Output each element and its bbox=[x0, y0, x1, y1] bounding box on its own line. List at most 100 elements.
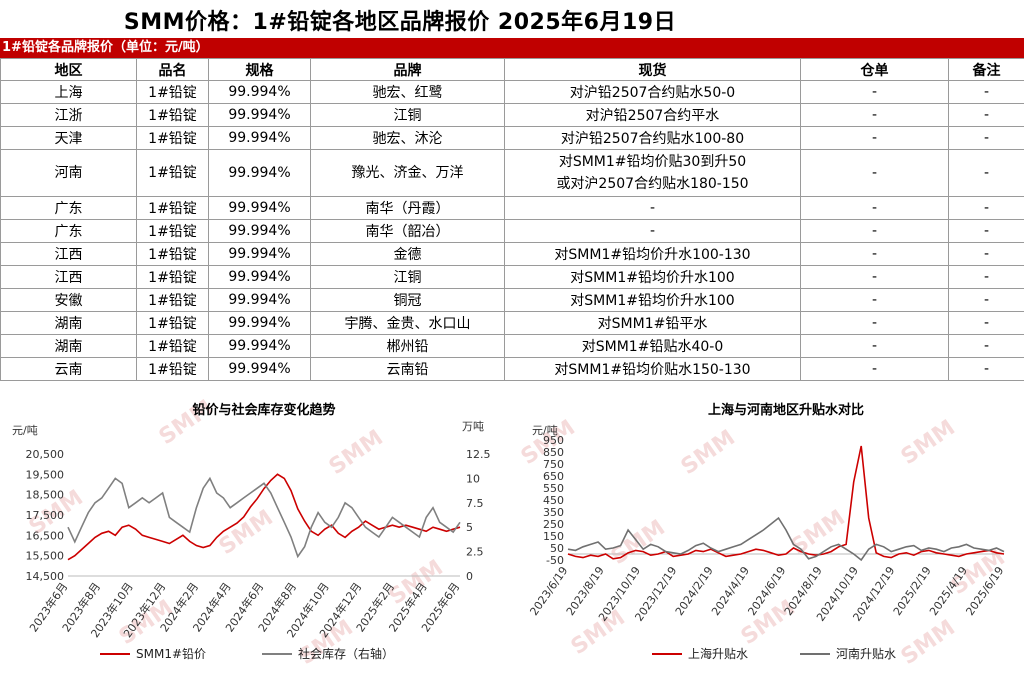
y-tick-label: 50 bbox=[550, 542, 564, 555]
cell-warrant: - bbox=[800, 288, 949, 312]
y-tick-label: 17,500 bbox=[26, 509, 65, 522]
cell-product: 1#铅锭 bbox=[136, 103, 209, 127]
cell-warrant: - bbox=[800, 196, 949, 220]
cell-warrant: - bbox=[800, 80, 949, 104]
header-brand: 品牌 bbox=[310, 58, 505, 81]
y-tick-label: 950 bbox=[543, 434, 564, 447]
cell-product: 1#铅锭 bbox=[136, 196, 209, 220]
cell-note: - bbox=[948, 334, 1024, 358]
cell-product: 1#铅锭 bbox=[136, 288, 209, 312]
cell-spec: 99.994% bbox=[208, 219, 311, 243]
cell-region: 天津 bbox=[0, 126, 137, 150]
cell-region: 广东 bbox=[0, 196, 137, 220]
cell-region: 云南 bbox=[0, 357, 137, 381]
table-header-row: 地区 品名 规格 品牌 现货 仓单 备注 bbox=[0, 58, 1024, 81]
y-tick-label: 550 bbox=[543, 482, 564, 495]
y-tick-label: 16,500 bbox=[26, 529, 65, 542]
y-tick-label: 20,500 bbox=[26, 448, 65, 461]
cell-brand: 南华（韶冶） bbox=[310, 219, 505, 243]
watermark: SMM bbox=[897, 415, 960, 470]
cell-brand: 云南铅 bbox=[310, 357, 505, 381]
table-row: 湖南 1#铅锭 99.994% 宇腾、金贵、水口山 对SMM1#铅平水 - - bbox=[0, 311, 1024, 335]
cell-brand: 宇腾、金贵、水口山 bbox=[310, 311, 505, 335]
cell-region: 江西 bbox=[0, 265, 137, 289]
cell-region: 江浙 bbox=[0, 103, 137, 127]
y-tick-label: 14,500 bbox=[26, 570, 65, 583]
table-row: 上海 1#铅锭 99.994% 驰宏、红鹭 对沪铅2507合约贴水50-0- - bbox=[0, 80, 1024, 104]
table-row: 江浙 1#铅锭 99.994% 江铜 对沪铅2507合约平水 - - bbox=[0, 103, 1024, 127]
cell-note: - bbox=[948, 80, 1024, 104]
cell-product: 1#铅锭 bbox=[136, 126, 209, 150]
price-table-section: 1#铅锭各品牌报价（单位：元/吨） 地区 品名 规格 品牌 现货 仓单 备注 上… bbox=[0, 38, 1024, 381]
cell-brand: 驰宏、沐沦 bbox=[310, 126, 505, 150]
cell-brand: 铜冠 bbox=[310, 288, 505, 312]
cell-note: - bbox=[948, 126, 1024, 150]
cell-product: 1#铅锭 bbox=[136, 357, 209, 381]
cell-spec: 99.994% bbox=[208, 357, 311, 381]
y2-tick-label: 5 bbox=[466, 521, 473, 534]
cell-product: 1#铅锭 bbox=[136, 334, 209, 358]
price-inventory-chart: SMM SMM SMM SMM SMM SMM SMM 铅价与社会库存变化趋势 元/吨 万吨 20,… bbox=[0, 388, 500, 672]
table-row: 江西 1#铅锭 99.994% 金德 对SMM1#铅均价升水100-130- - bbox=[0, 242, 1024, 266]
cell-warrant: - bbox=[800, 149, 949, 197]
series-line-1 bbox=[567, 445, 1005, 560]
cell-brand: 金德 bbox=[310, 242, 505, 266]
y-axis-label: 元/吨 bbox=[532, 424, 558, 437]
cell-warrant: - bbox=[800, 265, 949, 289]
y-tick-label: 15,500 bbox=[26, 550, 65, 563]
cell-spot: 对沪铅2507合约贴水50-0 bbox=[504, 80, 801, 104]
premium-comparison-chart: SMM SMM SMM SMM SMM SMM SMM SMM SMM 上海与河南地区升贴水对比元… bbox=[512, 388, 1024, 672]
cell-spot: 对SMM1#铅平水 bbox=[504, 311, 801, 335]
cell-spot: 对沪铅2507合约平水 bbox=[504, 103, 801, 127]
watermark: SMM bbox=[787, 505, 850, 560]
table-row: 河南 1#铅锭 99.994% 豫光、济金、万洋 对SMM1#铅均价贴30到升50 或对沪… bbox=[0, 149, 1024, 197]
y2-tick-label: 2.5 bbox=[466, 546, 484, 559]
y-tick-label: 850 bbox=[543, 446, 564, 459]
y2-tick-label: 10 bbox=[466, 472, 480, 485]
cell-product: 1#铅锭 bbox=[136, 80, 209, 104]
cell-region: 河南 bbox=[0, 149, 137, 197]
table-row: 广东 1#铅锭 99.994% 南华（韶冶） - - - bbox=[0, 219, 1024, 243]
series-line-1 bbox=[67, 473, 461, 561]
cell-spot: - bbox=[504, 219, 801, 243]
cell-region: 上海 bbox=[0, 80, 137, 104]
cell-brand: 驰宏、红鹭 bbox=[310, 80, 505, 104]
cell-spot: 对沪铅2507合约贴水100-80 bbox=[504, 126, 801, 150]
legend-label-1: SMM1#铅价 bbox=[136, 647, 206, 661]
cell-warrant: - bbox=[800, 103, 949, 127]
cell-spec: 99.994% bbox=[208, 80, 311, 104]
cell-spec: 99.994% bbox=[208, 334, 311, 358]
legend-label-1: 上海升贴水 bbox=[688, 646, 748, 661]
table-row: 江西 1#铅锭 99.994% 江铜 对SMM1#铅均价升水100- - bbox=[0, 265, 1024, 289]
cell-spec: 99.994% bbox=[208, 103, 311, 127]
cell-spec: 99.994% bbox=[208, 265, 311, 289]
cell-warrant: - bbox=[800, 334, 949, 358]
y-tick-label: -50 bbox=[546, 554, 564, 567]
cell-note: - bbox=[948, 311, 1024, 335]
table-row: 广东 1#铅锭 99.994% 南华（丹霞） - - - bbox=[0, 196, 1024, 220]
cell-region: 湖南 bbox=[0, 311, 137, 335]
watermark: SMM bbox=[897, 615, 960, 670]
y-axis-label: 元/吨 bbox=[12, 424, 38, 437]
cell-spec: 99.994% bbox=[208, 149, 311, 197]
cell-brand: 江铜 bbox=[310, 103, 505, 127]
table-row: 云南 1#铅锭 99.994% 云南铅 对SMM1#铅均价贴水150-130- - bbox=[0, 357, 1024, 381]
cell-brand: 豫光、济金、万洋 bbox=[310, 149, 505, 197]
header-spec: 规格 bbox=[208, 58, 311, 81]
y-tick-label: 750 bbox=[543, 458, 564, 471]
cell-note: - bbox=[948, 149, 1024, 197]
cell-warrant: - bbox=[800, 357, 949, 381]
cell-note: - bbox=[948, 357, 1024, 381]
y2-tick-label: 7.5 bbox=[466, 497, 484, 510]
cell-region: 广东 bbox=[0, 219, 137, 243]
cell-product: 1#铅锭 bbox=[136, 242, 209, 266]
y-tick-label: 19,500 bbox=[26, 468, 65, 481]
cell-region: 江西 bbox=[0, 242, 137, 266]
cell-spec: 99.994% bbox=[208, 196, 311, 220]
legend-label-2: 河南升贴水 bbox=[836, 646, 896, 661]
cell-spot: - bbox=[504, 196, 801, 220]
cell-spec: 99.994% bbox=[208, 242, 311, 266]
chart-title: 上海与河南地区升贴水对比 bbox=[708, 402, 864, 418]
header-spot: 现货 bbox=[504, 58, 801, 81]
